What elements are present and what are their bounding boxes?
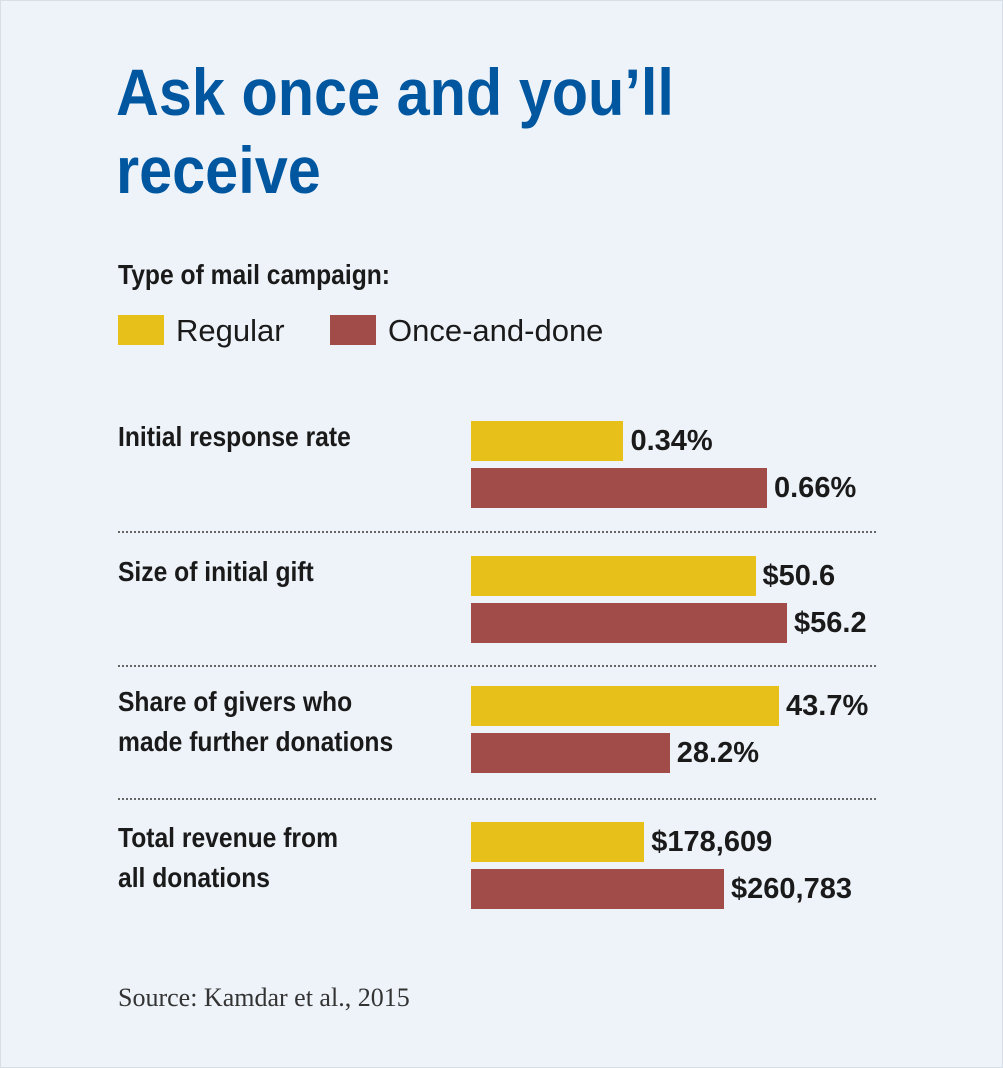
bar-regular — [471, 556, 756, 596]
category-label: made further donations — [118, 726, 394, 757]
bar-once-and-done — [471, 603, 787, 643]
data-label: $50.6 — [762, 560, 836, 592]
legend-label-once-and-done: Once-and-done — [388, 313, 604, 348]
dotted-divider — [118, 665, 876, 667]
data-label: 28.2% — [676, 737, 759, 769]
legend-label-regular: Regular — [176, 313, 285, 348]
data-label: 0.34% — [630, 425, 713, 457]
bar-once-and-done — [471, 468, 767, 508]
data-label: $178,609 — [651, 826, 773, 858]
bar-once-and-done — [471, 869, 724, 909]
legend-swatch-regular — [118, 315, 164, 345]
bar-once-and-done — [471, 733, 670, 773]
category-label: Share of givers who — [118, 686, 353, 717]
bar-regular — [471, 686, 779, 726]
category-label: all donations — [118, 862, 270, 893]
dotted-divider — [118, 798, 876, 800]
title-line-2: receive — [116, 133, 321, 207]
legend-heading: Type of mail campaign: — [118, 259, 391, 290]
data-label: $56.2 — [794, 607, 867, 639]
bar-regular — [471, 421, 624, 461]
title-line-1: Ask once and you’ll — [116, 55, 674, 129]
category-label: Initial response rate — [118, 421, 351, 452]
bar-regular — [471, 822, 645, 862]
data-label: 0.66% — [774, 472, 857, 504]
source-note: Source: Kamdar et al., 2015 — [118, 983, 410, 1012]
data-label: $260,783 — [731, 873, 852, 905]
dotted-divider — [118, 531, 876, 533]
legend-swatch-once-and-done — [330, 315, 376, 345]
data-label: 43.7% — [786, 690, 869, 722]
category-label: Total revenue from — [118, 822, 338, 853]
category-label: Size of initial gift — [118, 556, 314, 587]
